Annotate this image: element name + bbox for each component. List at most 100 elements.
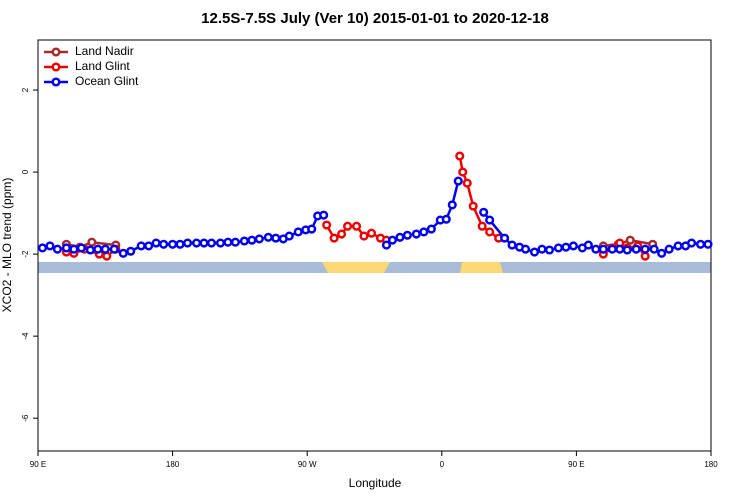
data-point [52, 244, 62, 254]
data-point [553, 243, 564, 253]
data-point [271, 233, 281, 243]
data-point [695, 239, 706, 249]
data-point [568, 241, 578, 251]
data-point [254, 234, 264, 244]
data-point [284, 231, 294, 241]
data-point [144, 241, 154, 251]
data-point [507, 240, 517, 250]
data-point [455, 151, 465, 161]
data-point [85, 245, 95, 255]
data-point [640, 244, 650, 254]
data-point [419, 227, 429, 237]
legend-marker [51, 47, 61, 57]
data-point [206, 238, 217, 248]
data-point [61, 243, 71, 253]
y-tick-label: 2 [21, 87, 30, 92]
data-point [329, 233, 339, 243]
x-tick-label: 90 E [568, 460, 584, 469]
data-point [37, 243, 48, 253]
data-point [544, 245, 555, 255]
land-mask [38, 262, 711, 273]
data-point [69, 244, 79, 254]
data-point [183, 238, 193, 248]
y-tick-label: -2 [21, 250, 30, 258]
land-area [460, 262, 503, 273]
data-point [703, 239, 713, 249]
data-point [485, 227, 495, 237]
data-point [687, 238, 697, 248]
data-point [615, 244, 625, 254]
data-point [102, 251, 112, 261]
data-point [664, 244, 674, 254]
data-point [118, 248, 128, 258]
data-point [76, 243, 86, 253]
legend-label: Ocean Glint [75, 74, 139, 88]
data-point [343, 221, 353, 231]
data-point [381, 240, 392, 250]
data-point [468, 201, 478, 211]
data-point [126, 246, 136, 256]
data-point [175, 239, 185, 249]
data-point [93, 244, 103, 254]
chart-title: 12.5S-7.5S July (Ver 10) 2015-01-01 to 2… [201, 10, 549, 27]
data-point [352, 221, 362, 231]
land-area [322, 262, 390, 273]
x-tick-label: 90 E [30, 460, 46, 469]
data-point [337, 229, 347, 239]
data-point [462, 178, 472, 188]
x-axis-label: Longitude [349, 476, 402, 490]
data-point [87, 237, 97, 247]
data-point [239, 236, 249, 246]
data-point [500, 233, 510, 243]
data-point [263, 232, 273, 242]
data-point [247, 235, 257, 245]
data-point [479, 207, 489, 217]
data-point [168, 239, 178, 249]
x-tick-label: 180 [704, 460, 718, 469]
data-point [191, 238, 202, 248]
data-point [607, 244, 617, 254]
data-point [649, 244, 659, 254]
data-point [458, 167, 468, 177]
data-point [293, 227, 303, 237]
data-point [395, 232, 405, 242]
data-point [537, 244, 547, 254]
y-tick-label: -4 [21, 332, 30, 340]
data-point [230, 237, 240, 247]
data-point [561, 242, 571, 252]
data-point [426, 224, 436, 234]
data-point [387, 235, 397, 245]
data-point [411, 229, 421, 239]
data-point [477, 221, 487, 231]
data-point [521, 244, 531, 254]
data-point [45, 241, 55, 251]
legend-marker [51, 77, 61, 87]
data-point [622, 245, 632, 255]
data-point [223, 237, 233, 247]
data-point [307, 224, 317, 234]
x-tick-label: 0 [440, 460, 445, 469]
legend-label: Land Nadir [75, 44, 134, 58]
data-point [441, 214, 451, 224]
y-tick-label: 0 [21, 169, 30, 174]
x-tick-label: 180 [166, 460, 180, 469]
data-point [319, 210, 329, 220]
data-point [529, 247, 540, 257]
data-point [453, 176, 463, 186]
data-point [359, 231, 369, 241]
data-point [591, 244, 601, 254]
data-point [322, 220, 332, 230]
data-point [159, 239, 169, 249]
data-point [598, 244, 608, 254]
data-point [640, 251, 650, 261]
data-point [673, 241, 683, 251]
data-point [199, 238, 209, 248]
x-tick-label: 90 W [298, 460, 317, 469]
y-tick-label: -6 [21, 414, 30, 422]
data-point [109, 244, 119, 254]
data-point [402, 230, 412, 240]
data-point [625, 235, 635, 245]
data-point [631, 244, 641, 254]
data-point [151, 238, 161, 248]
